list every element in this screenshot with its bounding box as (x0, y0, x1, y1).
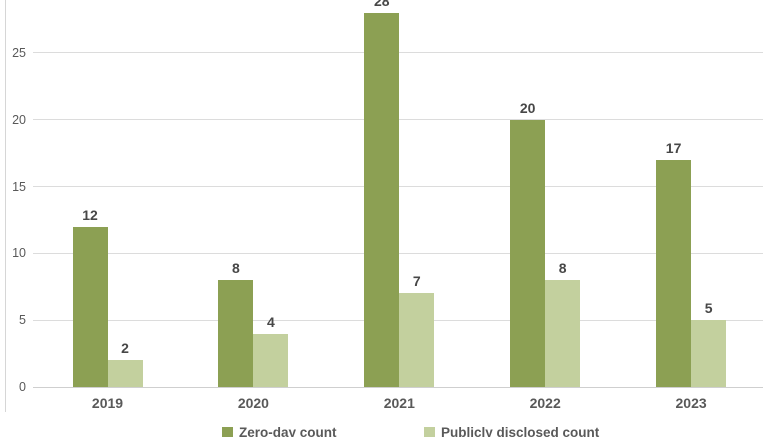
x-axis-label-2023: 2023 (675, 395, 707, 411)
bar-2021-publicly-disclosed (399, 293, 435, 387)
bar-value-label-2021-publicly-disclosed: 7 (412, 273, 421, 290)
bar-value-label-2020-publicly-disclosed: 4 (266, 313, 275, 330)
y-axis-tick-label-0: 0 (19, 380, 26, 394)
y-axis-tick-label-5: 5 (19, 313, 26, 328)
gridline-y-0 (33, 386, 763, 388)
bar-value-label-2022-zero-day: 20 (519, 99, 536, 116)
x-axis-label-2021: 2021 (383, 395, 415, 411)
bar-value-label-2020-zero-day: 8 (231, 260, 240, 277)
bar-2020-zero-day (218, 280, 254, 387)
bar-2023-publicly-disclosed (691, 320, 727, 387)
bar-2022-publicly-disclosed (545, 280, 581, 387)
legend-item-publicly-disclosed: Publicly disclosed count (424, 424, 599, 437)
x-axis-label-2022: 2022 (529, 395, 561, 411)
bar-value-label-2021-zero-day: 28 (374, 0, 390, 9)
legend-swatch-publicly-disclosed (424, 426, 435, 437)
legend-label-zero-day: Zero-day count (239, 424, 337, 437)
bar-value-label-2019-zero-day: 12 (82, 206, 98, 223)
bar-2019-zero-day (72, 226, 108, 387)
y-axis-line (5, 0, 6, 412)
bar-value-label-2023-publicly-disclosed: 5 (704, 300, 713, 317)
y-axis-tick-label-15: 15 (12, 179, 26, 194)
legend-item-zero-day: Zero-day count (222, 424, 337, 437)
bar-2023-zero-day (656, 159, 692, 387)
y-axis-tick-label-20: 20 (12, 112, 26, 127)
bar-value-label-2022-publicly-disclosed: 8 (558, 260, 567, 277)
y-axis-tick-label-10: 10 (12, 246, 26, 261)
bar-2019-publicly-disclosed (107, 360, 143, 387)
bar-2021-zero-day (364, 12, 400, 387)
bar-value-label-2019-publicly-disclosed: 2 (121, 340, 129, 357)
x-axis-label-2019: 2019 (91, 395, 124, 411)
x-axis-label-2020: 2020 (237, 395, 269, 411)
bar-value-label-2023-zero-day: 17 (665, 139, 682, 156)
bar-2020-publicly-disclosed (253, 333, 289, 387)
y-axis-tick-label-25: 25 (12, 45, 26, 60)
bar-2022-zero-day (510, 119, 546, 387)
legend-label-publicly-disclosed: Publicly disclosed count (441, 424, 600, 437)
legend-swatch-zero-day (222, 426, 233, 437)
